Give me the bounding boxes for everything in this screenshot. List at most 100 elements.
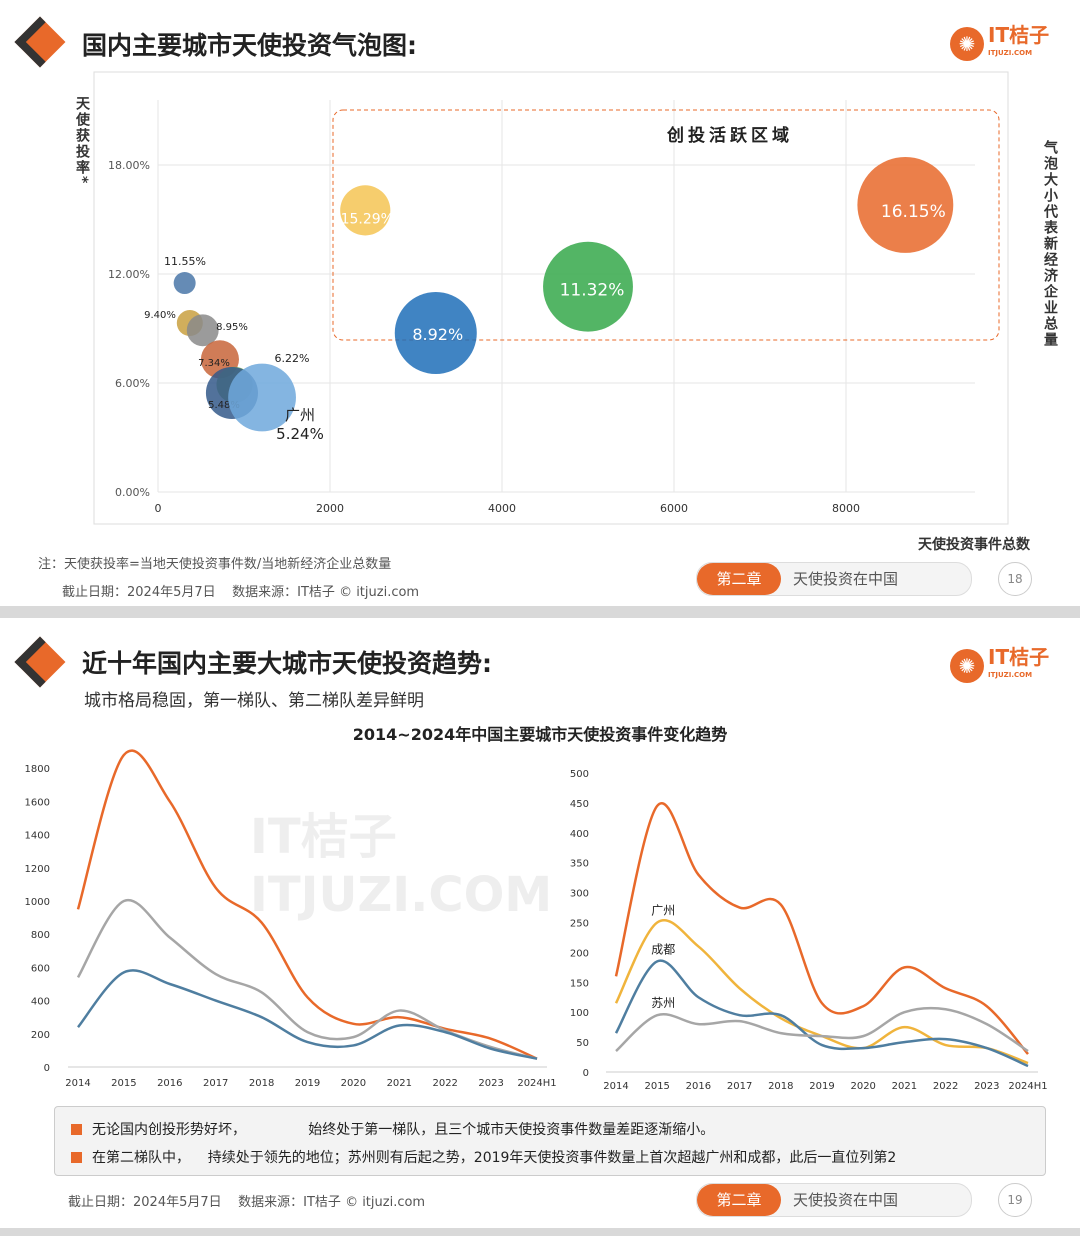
source-footer: 截止日期：2024年5月7日 数据来源：IT桔子 © itjuzi.com [68, 1195, 426, 1210]
bubble-label: 16.15% [881, 202, 946, 222]
logo: ✺ IT桔子 ITJUZI.COM [950, 645, 1050, 684]
page-title: 国内主要城市天使投资气泡图: [82, 31, 417, 60]
series-line [614, 959, 1029, 1068]
chapter-tag[interactable]: 第二章 天使投资在中国 [696, 562, 972, 596]
y-tick-label: 450 [570, 799, 589, 810]
x-tick-label: 2022 [933, 1081, 958, 1092]
bubble [394, 292, 477, 375]
y-tick-label: 50 [576, 1038, 589, 1049]
y-tick-label: 600 [31, 963, 50, 974]
x-tick-label: 2020 [850, 1081, 875, 1092]
series-label: 广州 [651, 904, 675, 918]
bubble [543, 241, 633, 332]
y-tick-label: 500 [570, 769, 589, 780]
bullet-square-icon [71, 1151, 82, 1163]
x-tick-label: 2024H1 [1008, 1081, 1047, 1092]
y-tick-label: 1400 [25, 831, 50, 842]
formula-note: 注：天使获投率=当地天使投资事件数/当地新经济企业总数量 [38, 557, 392, 572]
bubble [228, 363, 296, 432]
slide-divider [0, 1228, 1080, 1236]
orange-logo-icon: ✺ [950, 649, 984, 683]
x-tick-label: 2016 [686, 1081, 711, 1092]
series-line [77, 969, 538, 1060]
logo: ✺ IT桔子 ITJUZI.COM [950, 23, 1050, 62]
y-tick-label: 1600 [25, 797, 50, 808]
x-tick-label: 4000 [488, 502, 516, 515]
logo-sub: ITJUZI.COM [988, 671, 1033, 679]
chapter-number: 第二章 [697, 563, 781, 595]
bubble [340, 185, 391, 236]
x-tick-label: 2017 [727, 1081, 752, 1092]
y-tick-label: 12.00% [108, 268, 150, 281]
series-line [614, 802, 1029, 1055]
x-tick-label: 2018 [768, 1081, 793, 1092]
page-title: 近十年国内主要大城市天使投资趋势: [82, 649, 492, 678]
x-tick-label: 2014 [603, 1081, 628, 1092]
bubble [186, 314, 219, 347]
x-tick-label: 2016 [157, 1078, 182, 1089]
chapter-number: 第二章 [697, 1184, 781, 1216]
bullet-square-icon [71, 1123, 82, 1135]
slide-divider [0, 606, 1080, 618]
y-tick-label: 6.00% [115, 377, 150, 390]
y-tick-label: 1000 [25, 897, 50, 908]
page-number: 18 [998, 562, 1032, 596]
page-subtitle: 城市格局稳固，第一梯队、第二梯队差异鲜明 [84, 691, 424, 711]
x-tick-label: 2021 [892, 1081, 917, 1092]
bubble-chart: 0 2000 4000 6000 8000 0.00% 6.00% 12.00% 18.00% 创… [93, 71, 1009, 525]
active-zone-box [332, 109, 1000, 341]
bubble-label: 15.29% [341, 211, 394, 227]
y-tick-label: 400 [31, 997, 50, 1008]
chapter-title: 天使投资在中国 [793, 570, 899, 588]
y-tick-label: 300 [570, 889, 589, 900]
bubble-label: 11.55% [164, 255, 206, 268]
slide-19: 近十年国内主要大城市天使投资趋势: 城市格局稳固，第一梯队、第二梯队差异鲜明 ✺… [0, 618, 1080, 1228]
bubble-label: 7.34% [198, 358, 230, 369]
bullet-1: 无论国内创投形势好坏， 始终处于第一梯队，且三个城市天使投资事件数量差距逐渐缩小… [71, 1119, 714, 1139]
y-tick-label: 1800 [25, 764, 50, 775]
y-tick-label: 150 [570, 978, 589, 989]
chapter-tag[interactable]: 第二章 天使投资在中国 [696, 1183, 972, 1217]
watermark: IT桔子 ITJUZI.COM [250, 809, 553, 923]
x-tick-label: 2000 [316, 502, 344, 515]
x-tick-label: 2021 [387, 1078, 412, 1089]
x-tick-label: 8000 [832, 502, 860, 515]
y-tick-label: 0 [583, 1068, 589, 1079]
x-tick-label: 2017 [203, 1078, 228, 1089]
x-tick-label: 2022 [432, 1078, 457, 1089]
source-footer: 截止日期：2024年5月7日 数据来源：IT桔子 © itjuzi.com [62, 585, 420, 600]
x-tick-label: 2015 [644, 1081, 669, 1092]
bubble-city-label: 广州 [285, 406, 315, 424]
y-tick-label: 100 [570, 1008, 589, 1019]
bubble-label: 9.40% [144, 310, 176, 321]
y-tick-label: 200 [31, 1030, 50, 1041]
y-tick-label: 18.00% [108, 159, 150, 172]
x-tick-label: 2018 [249, 1078, 274, 1089]
plot-frame [93, 71, 1009, 525]
logo-text: IT桔子 [988, 645, 1050, 669]
chapter-title: 天使投资在中国 [793, 1191, 899, 1209]
chart-title: 2014~2024年中国主要城市天使投资事件变化趋势 [352, 725, 728, 744]
bubble-label: 5.48% [208, 400, 240, 411]
bubble [857, 156, 954, 253]
x-tick-label: 2014 [65, 1078, 90, 1089]
x-tick-label: 2020 [341, 1078, 366, 1089]
x-tick-label: 2019 [295, 1078, 320, 1089]
bullet-text: 在第二梯队中， 持续处于领先的地位；苏州则有后起之势，2019年天使投资事件数量… [92, 1150, 897, 1166]
logo-sub: ITJUZI.COM [988, 49, 1033, 57]
x-axis-label: 天使投资事件总数 [918, 537, 1030, 553]
page-number: 19 [998, 1183, 1032, 1217]
x-tick-label: 2023 [974, 1081, 999, 1092]
bullet-2: 在第二梯队中， 持续处于领先的地位；苏州则有后起之势，2019年天使投资事件数量… [71, 1147, 896, 1167]
y-tick-label: 250 [570, 919, 589, 930]
x-tick-label: 0 [155, 502, 162, 515]
summary-box: 无论国内创投形势好坏， 始终处于第一梯队，且三个城市天使投资事件数量差距逐渐缩小… [54, 1106, 1046, 1176]
logo-text: IT桔子 [988, 23, 1050, 47]
x-tick-label: 2019 [809, 1081, 834, 1092]
series-line [615, 1006, 1029, 1053]
slide-18: 国内主要城市天使投资气泡图: ✺ IT桔子 ITJUZI.COM 天使获投率* 气泡… [0, 0, 1080, 606]
y-tick-label: 400 [570, 829, 589, 840]
x-tick-label: 2015 [111, 1078, 136, 1089]
x-tick-label: 2023 [478, 1078, 503, 1089]
